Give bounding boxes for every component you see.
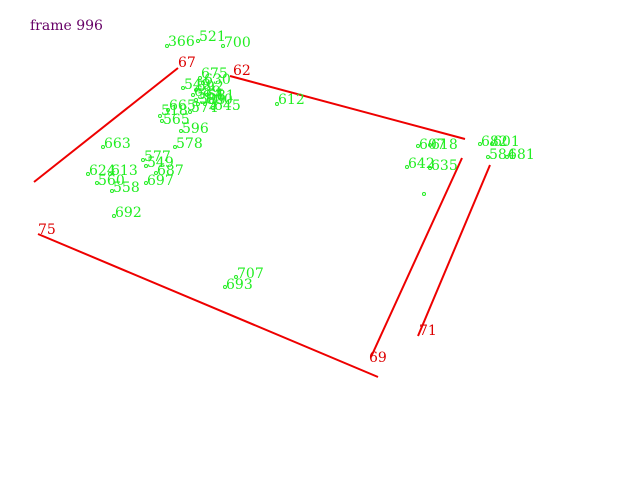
point-marker: [154, 171, 158, 175]
point-marker: [141, 158, 145, 162]
point-label: 600: [206, 92, 233, 108]
point-label: 693: [226, 277, 253, 293]
red-segments: [33, 67, 491, 378]
frame-title: frame 996: [30, 18, 103, 34]
point-label: 578: [176, 136, 203, 152]
point-label: 366: [168, 34, 195, 50]
point-label: 601: [493, 134, 520, 150]
point-label: 687: [157, 163, 184, 179]
point-label: 592: [197, 79, 224, 95]
point-marker: [505, 155, 509, 159]
point-marker: [86, 172, 90, 176]
point-label: 574: [191, 100, 218, 116]
point-marker: [101, 145, 105, 149]
point-label: 697: [147, 173, 174, 189]
point-marker: [173, 145, 177, 149]
point-marker: [221, 44, 225, 48]
point-marker: [198, 76, 202, 80]
point-label: 645: [214, 98, 241, 114]
point-label: 607: [419, 137, 446, 153]
red-label: 69: [369, 350, 387, 366]
point-label: 635: [431, 158, 458, 174]
point-label: 558: [113, 180, 140, 196]
point-marker: [110, 189, 114, 193]
point-label: 549: [184, 77, 211, 93]
point-marker: [205, 93, 209, 97]
point-label: 584: [489, 147, 516, 163]
segment-62: [229, 75, 466, 140]
point-label: 565: [163, 112, 190, 128]
point-label: 581: [208, 88, 235, 104]
point-label: 549: [147, 155, 174, 171]
point-label: 564: [197, 87, 224, 103]
point-marker: [194, 98, 198, 102]
point-marker: [196, 39, 200, 43]
point-marker: [158, 114, 162, 118]
point-marker: [112, 214, 116, 218]
red-label: 62: [233, 63, 251, 79]
point-marker: [194, 88, 198, 92]
point-marker: [428, 143, 432, 147]
point-marker: [428, 166, 432, 170]
point-marker: [108, 172, 112, 176]
point-label: 707: [237, 266, 264, 282]
segment-71: [417, 164, 491, 337]
point-marker: [416, 144, 420, 148]
point-marker: [490, 142, 494, 146]
point-label: 577: [144, 149, 171, 165]
point-label: 521: [199, 29, 226, 45]
point-marker: [275, 102, 279, 106]
point-marker: [160, 119, 164, 123]
point-label: 518: [161, 103, 188, 119]
point-marker: [95, 181, 99, 185]
point-label: 663: [104, 136, 131, 152]
point-label: 596: [182, 121, 209, 137]
point-marker: [188, 110, 192, 114]
segment-69: [370, 157, 463, 358]
segment-67: [33, 67, 179, 183]
point-label: 589: [199, 92, 226, 108]
point-label: 618: [431, 137, 458, 153]
point-marker: [234, 275, 238, 279]
point-label: 682: [481, 134, 508, 150]
point-marker: [422, 192, 426, 196]
red-label: 71: [419, 323, 437, 339]
point-label: 630: [204, 72, 231, 88]
point-label: 613: [111, 163, 138, 179]
green-points: 366 521 700 675 630 549 592 689 581 564 …: [86, 29, 535, 293]
point-marker: [165, 44, 169, 48]
point-marker: [201, 81, 205, 85]
point-marker: [211, 106, 215, 110]
point-marker: [166, 108, 170, 112]
point-marker: [181, 86, 185, 90]
point-label: 681: [508, 147, 535, 163]
point-label: 675: [201, 66, 228, 82]
point-marker: [478, 142, 482, 146]
point-label: 692: [115, 205, 142, 221]
point-marker: [179, 129, 183, 133]
point-marker: [405, 165, 409, 169]
red-label: 67: [178, 55, 196, 71]
point-marker: [486, 155, 490, 159]
red-label: 75: [38, 222, 56, 238]
red-labels: 67 62 75 69 71: [38, 55, 437, 366]
point-marker: [196, 102, 200, 106]
point-marker: [223, 285, 227, 289]
point-label: 689: [194, 84, 221, 100]
point-marker: [203, 102, 207, 106]
point-label: 612: [278, 92, 305, 108]
point-marker: [144, 181, 148, 185]
segment-75: [37, 233, 379, 378]
point-label: 560: [98, 173, 125, 189]
point-label: 700: [224, 35, 251, 51]
point-label: 665: [169, 98, 196, 114]
point-marker: [144, 164, 148, 168]
point-marker: [191, 93, 195, 97]
